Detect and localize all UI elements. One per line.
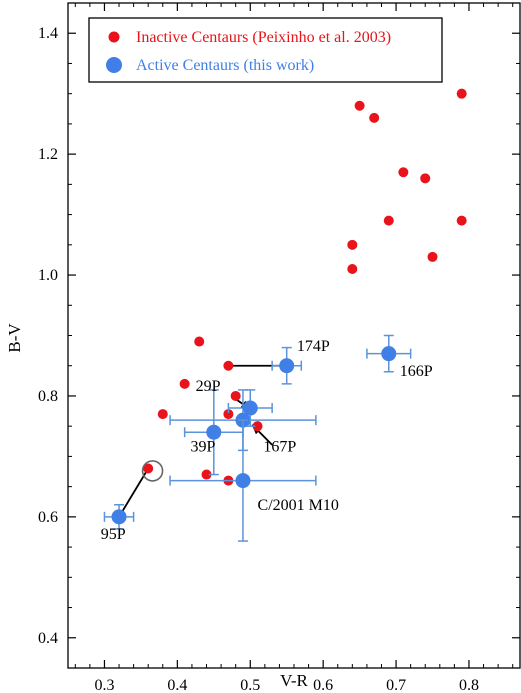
x-tick-label: 0.5 bbox=[240, 677, 260, 693]
active-centaur-point bbox=[235, 473, 251, 489]
legend-inactive-label: Inactive Centaurs (Peixinho et al. 2003) bbox=[136, 29, 391, 46]
active-centaur-point bbox=[111, 509, 127, 525]
legend-active-marker bbox=[106, 57, 122, 73]
link-line bbox=[118, 468, 149, 518]
point-annotation: 39P bbox=[190, 439, 215, 456]
inactive-centaur-point bbox=[157, 409, 168, 420]
inactive-centaur-point bbox=[223, 409, 234, 420]
active-centaur-point bbox=[206, 424, 222, 440]
inactive-centaur-point bbox=[420, 173, 431, 184]
legend: Inactive Centaurs (Peixinho et al. 2003)… bbox=[88, 17, 443, 83]
active-centaur-point bbox=[242, 400, 258, 416]
plot-layer: 174P 166P 29P 39P 167P C/2001 M10 95P bbox=[101, 88, 467, 543]
active-centaur-group bbox=[183, 389, 244, 476]
inactive-centaur-point bbox=[398, 167, 409, 178]
inactive-centaur-point bbox=[223, 360, 234, 371]
inactive-centaur-point bbox=[201, 469, 212, 480]
y-tick-label: 0.6 bbox=[38, 509, 58, 526]
axes-layer: 0.3 0.4 0.5 0.6 0.7 0.8 0.4 0.6 0.8 1.0 1.2 1.4 bbox=[38, 2, 521, 693]
y-tick-label: 0.4 bbox=[38, 630, 58, 647]
active-centaur-group bbox=[227, 389, 273, 427]
point-annotation: C/2001 M10 bbox=[258, 497, 339, 514]
active-centaur-point bbox=[381, 346, 397, 362]
inactive-centaur-point bbox=[383, 215, 394, 226]
x-axis-label: V-R bbox=[280, 671, 308, 690]
inactive-centaur-point bbox=[347, 264, 358, 274]
active-centaur-group bbox=[271, 346, 303, 385]
active-centaur-group bbox=[169, 419, 317, 542]
x-tick-label: 0.7 bbox=[386, 677, 406, 693]
inactive-centaur-point bbox=[194, 336, 205, 347]
inactive-centaur-point bbox=[456, 215, 467, 226]
inactive-centaur-point bbox=[354, 100, 365, 111]
point-annotation: 174P bbox=[297, 338, 330, 355]
inactive-centaur-point bbox=[347, 239, 358, 250]
inactive-centaur-point bbox=[427, 251, 438, 262]
active-centaur-point bbox=[279, 358, 295, 374]
x-tick-label: 0.4 bbox=[167, 677, 187, 693]
inactive-centaur-point bbox=[179, 378, 190, 389]
inactive-centaur-point bbox=[369, 112, 380, 123]
active-centaur-group bbox=[366, 334, 412, 373]
x-tick-label: 0.8 bbox=[459, 677, 479, 693]
inactive-centaur-point bbox=[456, 88, 467, 99]
x-tick-label: 0.6 bbox=[313, 677, 333, 693]
y-tick-label: 1.2 bbox=[38, 146, 58, 163]
inactive-centaur-point bbox=[252, 421, 263, 432]
legend-box bbox=[88, 17, 443, 83]
inactive-centaur-point bbox=[143, 463, 154, 474]
inactive-centaur-point bbox=[230, 390, 241, 401]
y-tick-label: 1.4 bbox=[38, 25, 58, 42]
active-centaur-group bbox=[103, 504, 135, 530]
point-annotation: 95P bbox=[101, 526, 126, 543]
legend-active-label: Active Centaurs (this work) bbox=[136, 57, 314, 74]
point-annotation: 166P bbox=[400, 363, 433, 380]
point-annotation: 29P bbox=[196, 378, 221, 395]
highlight-circle bbox=[141, 460, 164, 482]
legend-inactive-marker bbox=[108, 31, 120, 43]
x-tick-label: 0.3 bbox=[94, 677, 114, 693]
point-annotation: 167P bbox=[263, 439, 296, 456]
plot-frame bbox=[67, 2, 521, 669]
y-tick-label: 1.0 bbox=[38, 267, 58, 284]
y-tick-label: 0.8 bbox=[38, 388, 58, 405]
y-axis-label: B-V bbox=[5, 323, 24, 353]
